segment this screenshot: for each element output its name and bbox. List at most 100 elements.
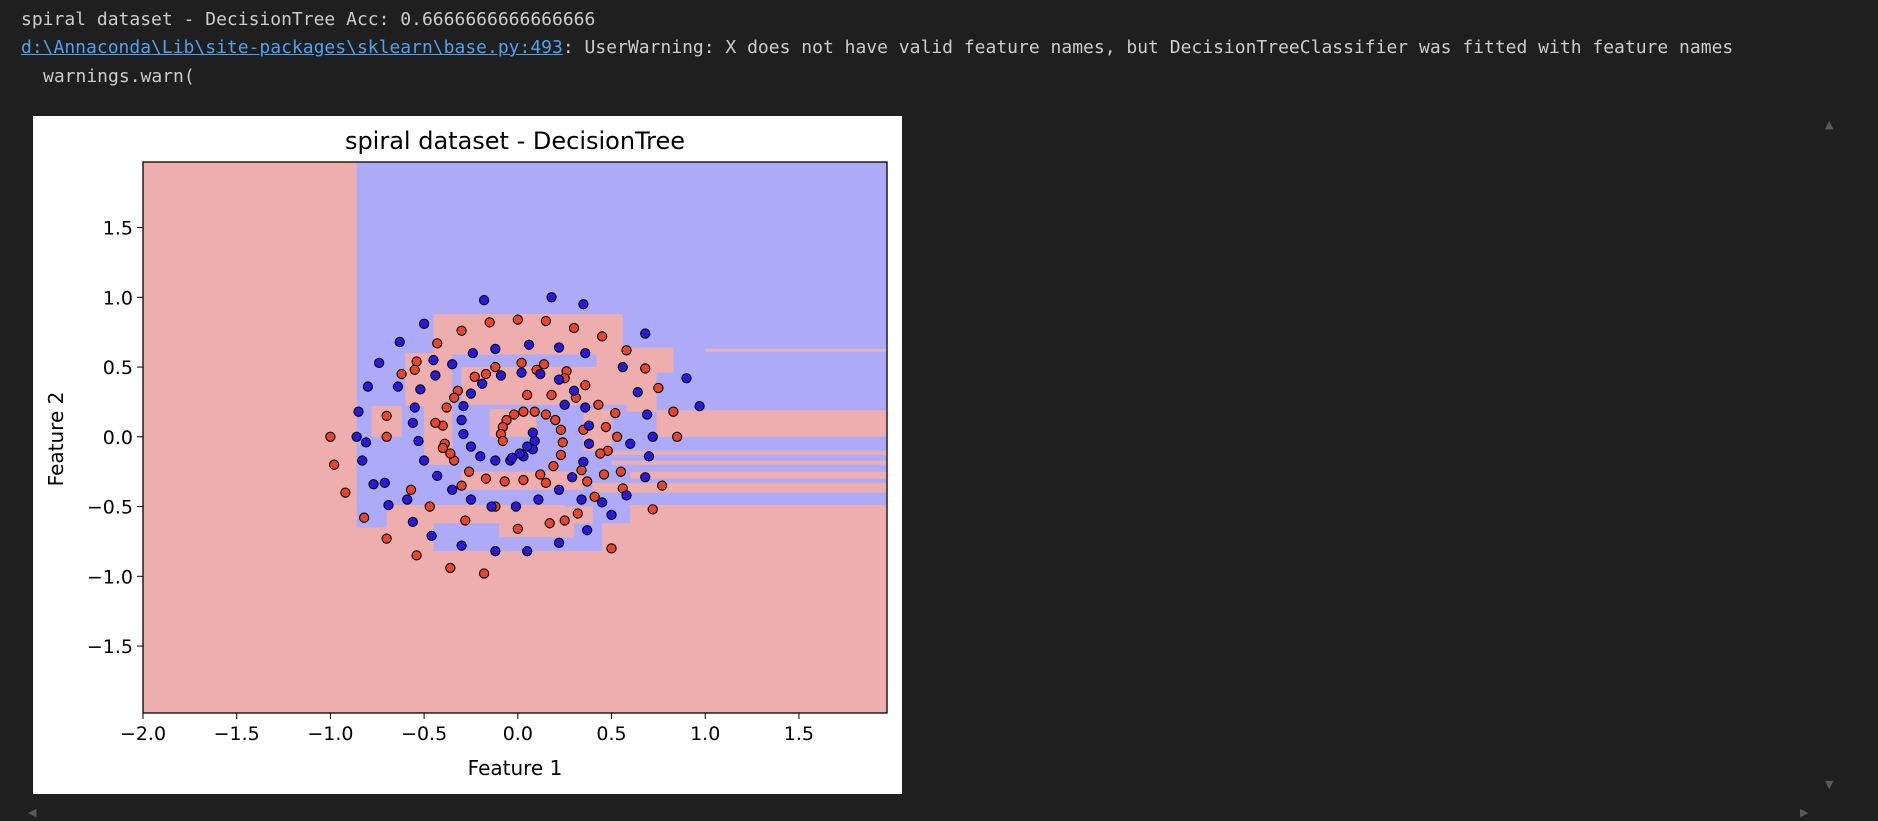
- point-class-1: [694, 400, 705, 412]
- point-class-1: [379, 477, 390, 488]
- point-class-0: [432, 338, 443, 349]
- point-class-1: [578, 299, 589, 310]
- point-class-1: [621, 490, 632, 501]
- point-class-1: [553, 537, 565, 548]
- point-class-1: [458, 400, 469, 412]
- point-class-0: [611, 431, 623, 442]
- decision-region: [442, 505, 565, 524]
- point-class-1: [456, 540, 467, 551]
- point-class-1: [516, 367, 527, 378]
- point-class-0: [593, 399, 604, 410]
- point-class-1: [583, 420, 595, 431]
- point-class-0: [550, 414, 561, 426]
- point-class-0: [381, 410, 392, 422]
- x-tick-label: 0.5: [596, 723, 626, 745]
- point-class-0: [358, 512, 370, 523]
- point-class-1: [567, 472, 578, 483]
- decision-region: [592, 482, 887, 493]
- point-class-0: [576, 465, 587, 476]
- point-class-1: [353, 406, 364, 417]
- output-warn-call: warnings.warn(: [43, 66, 195, 87]
- point-class-1: [486, 501, 497, 512]
- point-class-1: [510, 501, 522, 512]
- point-class-1: [418, 455, 430, 466]
- point-class-0: [490, 361, 501, 373]
- point-class-1: [495, 370, 507, 381]
- point-class-1: [357, 455, 368, 466]
- point-class-1: [576, 494, 587, 505]
- point-class-1: [490, 546, 501, 557]
- point-class-1: [641, 409, 653, 420]
- point-class-0: [557, 437, 568, 448]
- point-class-0: [555, 424, 567, 435]
- point-class-0: [621, 345, 632, 356]
- point-class-0: [598, 469, 610, 480]
- point-class-1: [360, 437, 372, 448]
- point-class-0: [381, 431, 392, 442]
- point-class-0: [518, 474, 529, 486]
- x-tick-label: −0.5: [401, 723, 447, 745]
- point-class-0: [405, 484, 417, 495]
- plot-image: −2.0 −1.5 −1.0 −0.5 0.0 0.5 1.0 1.5 1.5 1.0 0.5 0.0…: [33, 116, 902, 794]
- point-class-0: [540, 315, 552, 327]
- point-class-1: [392, 381, 404, 392]
- point-class-0: [548, 460, 559, 472]
- point-class-0: [615, 466, 627, 477]
- point-class-1: [553, 374, 565, 385]
- point-class-1: [490, 343, 501, 355]
- point-class-1: [578, 456, 589, 468]
- point-class-0: [538, 359, 550, 370]
- point-class-1: [428, 354, 439, 366]
- scroll-up-icon[interactable]: ▲: [1825, 118, 1834, 131]
- point-class-1: [465, 494, 477, 505]
- point-class-0: [522, 389, 533, 401]
- point-class-0: [445, 562, 456, 574]
- scroll-left-icon[interactable]: ◀: [28, 806, 37, 819]
- scroll-down-icon[interactable]: ▼: [1825, 778, 1834, 791]
- point-class-0: [411, 356, 422, 367]
- point-class-1: [415, 384, 426, 395]
- point-class-0: [640, 363, 651, 374]
- point-class-0: [595, 448, 606, 459]
- point-class-1: [432, 470, 443, 482]
- point-class-1: [606, 509, 617, 521]
- point-class-0: [460, 515, 471, 526]
- point-class-0: [512, 314, 523, 325]
- y-tick-label: −1.5: [87, 636, 133, 658]
- decision-region: [611, 460, 887, 465]
- point-class-1: [362, 381, 374, 392]
- point-class-1: [523, 339, 535, 350]
- output-accuracy-line: spiral dataset - DecisionTree Acc: 0.666…: [21, 9, 596, 30]
- point-class-1: [409, 402, 420, 413]
- point-class-0: [535, 469, 546, 480]
- y-axis-title: Feature 2: [44, 392, 68, 487]
- point-class-1: [418, 318, 430, 329]
- point-class-1: [447, 484, 458, 495]
- decision-regions: [143, 162, 887, 713]
- point-class-0: [340, 487, 351, 498]
- decision-region: [611, 450, 887, 455]
- point-class-1: [533, 494, 544, 505]
- decision-boundary-chart: −2.0 −1.5 −1.0 −0.5 0.0 0.5 1.0 1.5 1.5 1.0 0.5 0.0…: [33, 116, 902, 794]
- point-class-0: [656, 480, 668, 491]
- x-tick-label: −1.5: [214, 723, 260, 745]
- point-class-0: [544, 518, 555, 529]
- scroll-right-icon[interactable]: ▶: [1800, 806, 1809, 819]
- point-class-0: [568, 322, 580, 334]
- x-axis-title: Feature 1: [468, 756, 563, 780]
- point-class-1: [447, 359, 458, 370]
- point-class-0: [441, 402, 452, 413]
- y-tick-label: −1.0: [87, 566, 133, 588]
- point-class-1: [559, 399, 570, 410]
- output-warning-line: d:\Annaconda\Lib\site-packages\sklearn\b…: [21, 33, 1733, 62]
- warning-source-link[interactable]: d:\Annaconda\Lib\site-packages\sklearn\b…: [21, 37, 563, 58]
- point-class-1: [465, 388, 477, 399]
- point-class-1: [407, 516, 419, 528]
- point-class-1: [368, 479, 379, 490]
- decision-region: [656, 410, 887, 437]
- point-class-1: [456, 414, 467, 426]
- point-class-0: [572, 508, 583, 519]
- x-tick-label: −2.0: [120, 723, 166, 745]
- point-class-0: [445, 448, 456, 459]
- point-class-0: [559, 515, 570, 526]
